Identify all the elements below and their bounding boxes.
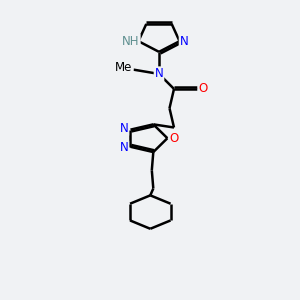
Text: Me: Me	[115, 61, 133, 74]
Text: N: N	[119, 122, 128, 135]
Text: N: N	[119, 141, 128, 154]
Text: N: N	[154, 68, 164, 80]
Text: O: O	[169, 132, 178, 145]
Text: O: O	[199, 82, 208, 95]
Text: N: N	[180, 35, 188, 48]
Text: NH: NH	[122, 35, 140, 48]
